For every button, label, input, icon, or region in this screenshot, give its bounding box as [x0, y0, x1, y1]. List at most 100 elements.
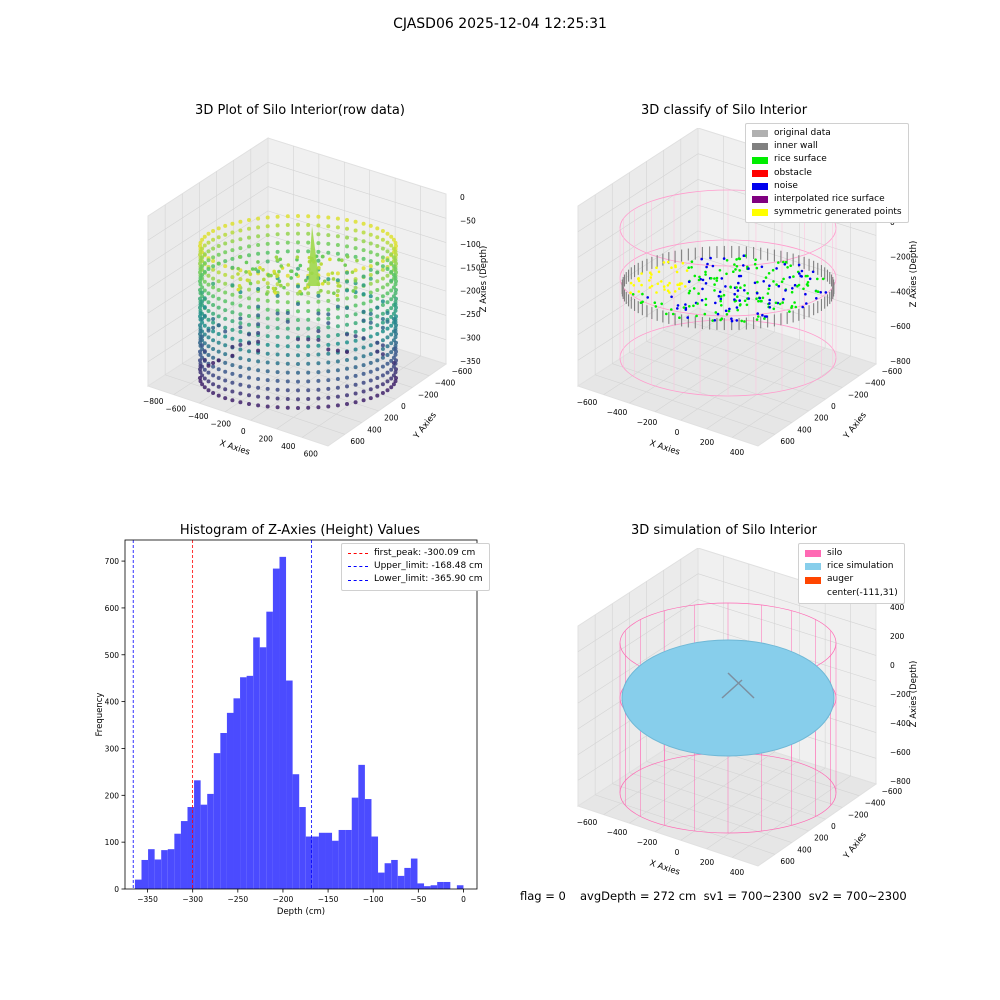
data-point — [345, 244, 349, 249]
data-point — [216, 235, 221, 240]
data-point — [230, 283, 235, 288]
data-point — [306, 370, 311, 375]
data-point — [285, 353, 290, 357]
data-point — [265, 369, 270, 374]
data-point — [198, 364, 203, 369]
classified-point — [641, 292, 644, 296]
classified-point — [746, 292, 749, 295]
data-point — [353, 334, 358, 339]
legend-entry: Upper_limit: -168.48 cm — [348, 560, 483, 573]
classified-point — [640, 283, 643, 287]
classified-point — [719, 297, 723, 301]
y-tick-label: 400 — [105, 698, 120, 707]
data-point — [296, 214, 300, 218]
y-tick-label: 200 — [814, 834, 829, 843]
data-point — [247, 226, 251, 231]
classified-point — [655, 291, 658, 294]
data-point — [316, 337, 321, 342]
data-point — [335, 403, 340, 408]
classified-point — [735, 265, 739, 268]
data-point — [326, 369, 331, 374]
data-point — [326, 325, 331, 330]
classified-point — [676, 304, 680, 307]
data-point — [262, 277, 266, 282]
data-point — [380, 338, 385, 343]
y-tick-label: −400 — [865, 799, 886, 808]
classified-point — [760, 265, 764, 269]
data-point — [335, 359, 340, 364]
legend-swatch — [805, 590, 821, 597]
data-point — [202, 367, 207, 372]
y-tick-label: −600 — [882, 367, 903, 376]
data-point — [279, 283, 283, 288]
data-point — [285, 388, 290, 393]
data-point — [389, 323, 394, 328]
data-point — [380, 303, 385, 307]
classified-point — [784, 260, 788, 264]
z-tick-label: −600 — [890, 322, 911, 331]
data-point — [275, 378, 280, 383]
data-point — [256, 339, 261, 344]
data-point — [335, 216, 340, 221]
data-point — [275, 387, 280, 392]
data-point — [368, 294, 373, 299]
histogram-bar — [240, 677, 247, 889]
data-point — [247, 341, 251, 346]
x-tick-label: −350 — [137, 895, 158, 904]
data-point — [247, 358, 251, 362]
classified-point — [772, 280, 775, 283]
data-point — [294, 272, 299, 277]
classified-point — [727, 309, 731, 313]
classified-point — [692, 304, 695, 308]
classified-point — [755, 266, 759, 270]
data-point — [394, 296, 398, 301]
data-point — [345, 393, 349, 398]
classified-point — [718, 290, 722, 294]
data-point — [230, 239, 235, 244]
data-point — [285, 397, 290, 401]
flag-text: flag = 0 — [520, 889, 566, 903]
data-point — [247, 287, 251, 292]
data-point — [230, 265, 235, 270]
x-tick-label: −200 — [637, 418, 658, 427]
data-point — [211, 267, 216, 272]
data-point — [380, 299, 385, 304]
data-point — [265, 334, 270, 339]
legend-label: inner wall — [774, 141, 818, 152]
data-point — [206, 258, 211, 263]
data-point — [275, 334, 280, 339]
data-point — [375, 332, 380, 336]
histogram-bar — [259, 647, 267, 889]
data-point — [332, 291, 336, 296]
data-point — [316, 329, 321, 334]
data-point — [345, 384, 349, 389]
data-point — [391, 273, 396, 277]
classified-point — [737, 257, 741, 260]
data-point — [385, 240, 390, 245]
data-point — [211, 229, 216, 233]
data-point — [389, 350, 394, 355]
data-point — [238, 400, 243, 405]
data-point — [391, 246, 396, 251]
grid-line — [697, 204, 877, 262]
data-point — [368, 360, 373, 365]
data-point — [275, 370, 280, 375]
data-point — [345, 314, 349, 318]
data-point — [216, 244, 221, 248]
histogram-bar — [194, 780, 201, 889]
data-point — [335, 271, 340, 276]
x-axis-label: X Axies — [218, 438, 251, 457]
histogram-bar — [154, 859, 162, 889]
classified-point — [819, 291, 822, 294]
classified-point — [678, 287, 681, 290]
x-tick-label: −600 — [165, 404, 186, 413]
y-axis-label: Y Axies — [411, 410, 439, 442]
data-point — [206, 273, 211, 278]
data-point — [316, 361, 321, 366]
data-point — [306, 405, 311, 410]
classified-point — [701, 278, 705, 282]
data-point — [385, 353, 390, 357]
x-tick-label: −800 — [143, 397, 164, 406]
data-point — [394, 305, 398, 310]
classified-point — [705, 265, 708, 269]
